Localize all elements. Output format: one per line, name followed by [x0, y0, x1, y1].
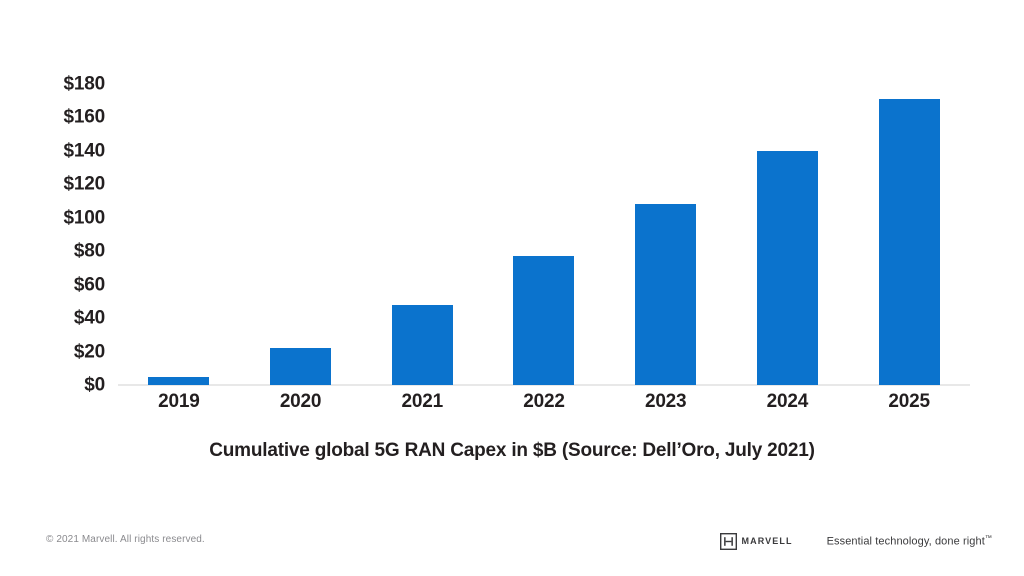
bar-group: 2021 [361, 0, 483, 430]
bar-group: 2023 [605, 0, 727, 430]
bar-group: 2019 [118, 0, 240, 430]
y-axis-tick-label: $0 [84, 374, 105, 396]
y-axis-tick-label: $140 [63, 140, 106, 162]
x-axis-baseline [118, 384, 970, 386]
x-axis-tick-label: 2022 [523, 391, 565, 412]
copyright-text: © 2021 Marvell. All rights reserved. [46, 534, 205, 545]
bar[interactable] [756, 150, 818, 385]
slide-footer: © 2021 Marvell. All rights reserved. MAR… [0, 524, 1024, 564]
y-axis-tick-label: $100 [63, 207, 106, 229]
x-axis-tick-label: 2021 [401, 391, 444, 412]
y-axis-tick-label: $60 [73, 274, 105, 296]
trademark-symbol: ™ [984, 534, 992, 542]
y-axis: $0 $20 $40 $60 $80 $100 $120 $140 $160 $180 [0, 0, 106, 430]
tagline-text: Essential technology, done right [826, 535, 985, 548]
bar[interactable] [635, 204, 697, 385]
brand-tagline: Essential technology, done right™ [827, 535, 992, 548]
bar-group: 2024 [727, 0, 849, 430]
bar-group: 2020 [240, 0, 362, 430]
x-axis-tick-label: 2023 [644, 391, 687, 412]
marvell-logo-icon [719, 532, 737, 550]
x-axis-tick-label: 2025 [888, 391, 930, 412]
y-axis-tick-label: $20 [73, 341, 105, 363]
x-axis-tick-label: 2019 [158, 391, 200, 412]
chart-caption: Cumulative global 5G RAN Capex in $B (So… [209, 440, 815, 461]
y-axis-tick-label: $180 [63, 73, 106, 95]
x-axis-tick-label: 2020 [279, 391, 322, 412]
bar-group: 2025 [848, 0, 970, 430]
bar[interactable] [270, 348, 332, 385]
bar[interactable] [513, 256, 575, 385]
bar-group: 2022 [483, 0, 605, 430]
bar-chart: $0 $20 $40 $60 $80 $100 $120 $140 $160 $180 2019 2… [0, 0, 970, 430]
marvell-wordmark: MARVELL [741, 536, 793, 546]
bar[interactable] [391, 304, 453, 385]
x-axis-tick-label: 2024 [766, 391, 809, 412]
bar[interactable] [148, 376, 210, 385]
y-axis-tick-label: $120 [63, 173, 106, 195]
bar[interactable] [878, 99, 940, 385]
y-axis-tick-label: $40 [73, 307, 105, 329]
brand-lockup: MARVELL Essential technology, done right… [719, 530, 992, 552]
y-axis-tick-label: $160 [63, 106, 106, 128]
marvell-logo: MARVELL [719, 532, 793, 550]
bar-series: 2019 2020 2021 2022 2023 2024 2025 [118, 0, 970, 430]
y-axis-tick-label: $80 [73, 240, 105, 262]
